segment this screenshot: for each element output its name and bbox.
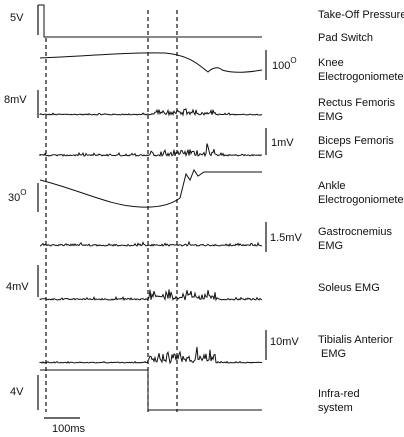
trace-label: Ankle <box>318 180 346 192</box>
ankle-trace <box>39 168 262 208</box>
trace-label: EMG <box>318 348 346 360</box>
emg-trace <box>39 289 263 302</box>
emg-trace <box>39 346 262 365</box>
infrared-trace <box>40 369 262 411</box>
scale-label: 8mV <box>4 94 27 106</box>
trace-label: EMG <box>318 149 343 161</box>
trace-label: EMG <box>318 111 343 123</box>
scale-label: 4mV <box>6 281 29 293</box>
emg-trace <box>39 143 263 158</box>
trace-label: Knee <box>318 57 344 69</box>
scale-label: 100O <box>272 56 297 72</box>
emg-trace <box>39 108 263 117</box>
trace-label: Rectus Femoris <box>318 97 396 109</box>
trace-label: Electrogoniometer <box>318 71 404 83</box>
knee-trace <box>39 52 263 73</box>
emg-trace <box>39 240 263 247</box>
trace-label: Soleus EMG <box>318 282 380 294</box>
time-label: 100ms <box>52 423 86 435</box>
trace-label: Electrogoniometer <box>318 194 404 206</box>
trace-label: Tibialis Anterior <box>318 334 393 346</box>
scale-label: 1.5mV <box>270 232 302 244</box>
trace-label: Biceps Femoris <box>318 135 394 147</box>
scale-label: 10mV <box>270 336 299 348</box>
pressure-trace <box>38 4 262 38</box>
trace-label: EMG <box>318 240 343 252</box>
scale-label: 4V <box>10 386 24 398</box>
scale-label: 30O <box>8 188 26 204</box>
scale-label: 5V <box>10 12 24 24</box>
trace-label: Pad Switch <box>318 32 373 44</box>
scale-label: 1mV <box>271 137 294 149</box>
trace-label: system <box>318 402 353 414</box>
trace-label: Infra-red <box>318 388 360 400</box>
trace-label: Gastrocnemius <box>318 226 392 238</box>
trace-label: Take-Off Pressure <box>318 9 404 21</box>
